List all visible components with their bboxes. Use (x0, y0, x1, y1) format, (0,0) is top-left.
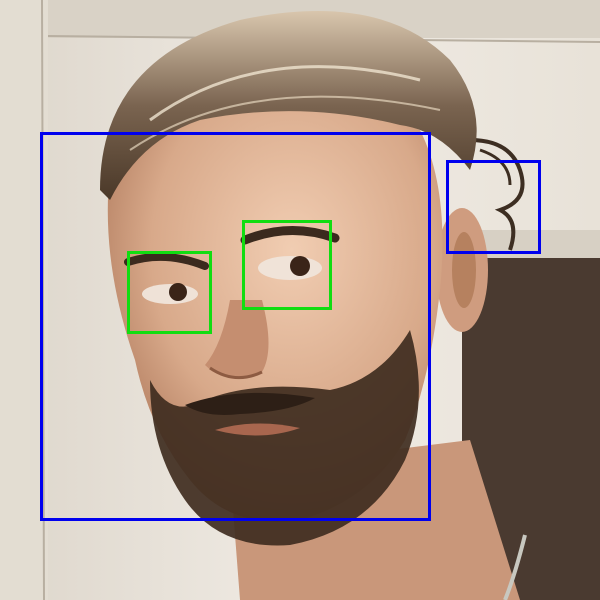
lips (215, 423, 300, 436)
eyebrow-right (240, 226, 340, 245)
nose (205, 300, 269, 378)
eye-detection-box-left (127, 251, 212, 334)
hair-strand (129, 95, 441, 151)
eye-right-iris (290, 256, 310, 276)
eye-detection-box-right (242, 220, 332, 310)
hair (100, 11, 477, 200)
mustache (185, 392, 315, 415)
frame-crack (41, 0, 45, 600)
eye-left-iris (169, 283, 187, 301)
necklace-chain (503, 534, 527, 600)
beard (150, 330, 419, 546)
hair-curl (479, 148, 512, 186)
nose-shadow (209, 366, 263, 380)
face-detection-box (40, 132, 431, 521)
hair-strand (149, 65, 421, 122)
ear-detection-box (446, 160, 541, 254)
hair-curl (469, 138, 525, 251)
eyebrow-left (124, 252, 209, 270)
